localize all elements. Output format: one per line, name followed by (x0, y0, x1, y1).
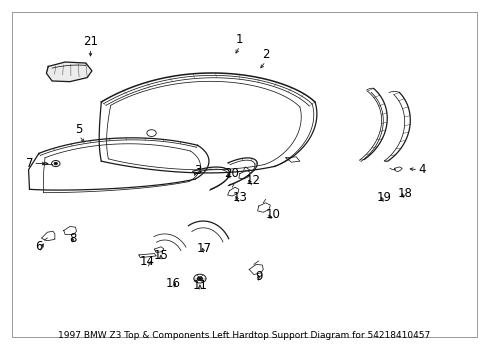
Polygon shape (46, 62, 92, 82)
Text: 15: 15 (153, 249, 168, 262)
Text: 8: 8 (69, 232, 76, 245)
Circle shape (54, 162, 57, 165)
Text: 16: 16 (165, 277, 180, 290)
Text: 2: 2 (262, 48, 269, 61)
Text: 6: 6 (35, 239, 42, 253)
Text: 12: 12 (245, 174, 260, 187)
Text: 18: 18 (397, 187, 412, 200)
Text: 13: 13 (232, 191, 247, 204)
Text: 9: 9 (254, 270, 262, 283)
Text: 3: 3 (193, 164, 201, 177)
Text: 10: 10 (264, 208, 280, 221)
Circle shape (197, 277, 202, 280)
Text: 20: 20 (224, 167, 238, 180)
Text: 21: 21 (83, 36, 98, 49)
Text: 1997 BMW Z3 Top & Components Left Hardtop Support Diagram for 54218410457: 1997 BMW Z3 Top & Components Left Hardto… (58, 330, 430, 339)
Text: 1: 1 (236, 33, 243, 46)
Text: 17: 17 (197, 242, 212, 255)
Text: 5: 5 (76, 123, 83, 136)
Text: 7: 7 (26, 157, 33, 170)
Text: 11: 11 (192, 279, 207, 292)
Text: 19: 19 (376, 191, 391, 204)
Text: 4: 4 (417, 163, 425, 176)
Text: 14: 14 (139, 256, 154, 269)
